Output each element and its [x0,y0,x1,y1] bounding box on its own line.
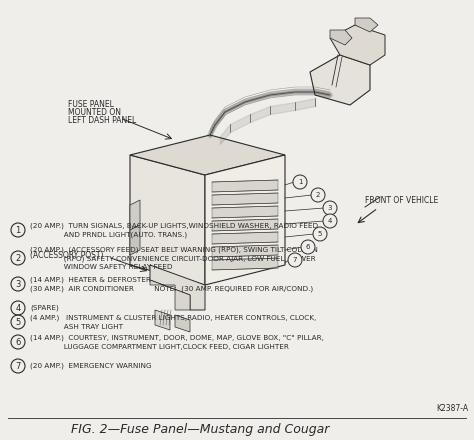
Text: 5: 5 [318,231,322,237]
Text: (20 AMP.)  TURN SIGNALS, BACK-UP LIGHTS,WINDSHIELD WASHER, RADIO FEED: (20 AMP.) TURN SIGNALS, BACK-UP LIGHTS,W… [30,223,318,229]
Polygon shape [212,193,278,205]
Polygon shape [155,310,170,330]
Text: LEFT DASH PANEL: LEFT DASH PANEL [68,116,136,125]
Polygon shape [212,180,278,192]
Circle shape [313,227,327,241]
Polygon shape [130,200,140,230]
Polygon shape [175,315,190,332]
Text: (SPARE): (SPARE) [30,305,59,311]
Polygon shape [212,232,278,244]
Circle shape [323,214,337,228]
Circle shape [301,240,315,254]
Text: 2: 2 [316,192,320,198]
Polygon shape [130,135,285,175]
Polygon shape [212,245,278,257]
Text: (20 AMP.)  (ACCESSORY FEED) SEAT BELT WARNING (RPO), SWING TILT COLUMN: (20 AMP.) (ACCESSORY FEED) SEAT BELT WAR… [30,247,318,253]
Text: FRONT OF VEHICLE: FRONT OF VEHICLE [365,195,438,205]
Circle shape [293,175,307,189]
Polygon shape [130,155,205,285]
Polygon shape [150,280,190,310]
Text: 6: 6 [306,244,310,250]
Text: 3: 3 [15,279,21,289]
Text: K2387-A: K2387-A [436,403,468,413]
Text: LUGGAGE COMPARTMENT LIGHT,CLOCK FEED, CIGAR LIGHTER: LUGGAGE COMPARTMENT LIGHT,CLOCK FEED, CI… [30,344,289,349]
Polygon shape [330,30,352,45]
Polygon shape [212,219,278,231]
Text: ASH TRAY LIGHT: ASH TRAY LIGHT [30,323,123,330]
Text: AND PRNDL LIGHT(AUTO. TRANS.): AND PRNDL LIGHT(AUTO. TRANS.) [30,231,187,238]
Circle shape [323,201,337,215]
Circle shape [288,253,302,267]
Polygon shape [150,265,205,310]
Text: 1: 1 [298,179,302,185]
Text: 4: 4 [15,304,21,312]
Text: 1: 1 [15,225,21,235]
Text: (RPO) SAFETY CONVENIENCE CIRCUIT-DOOR AJAR, LOW FUEL, POWER: (RPO) SAFETY CONVENIENCE CIRCUIT-DOOR AJ… [30,255,316,262]
Text: 5: 5 [15,318,21,326]
Text: FIG. 2—Fuse Panel—Mustang and Cougar: FIG. 2—Fuse Panel—Mustang and Cougar [71,422,329,436]
Text: (14 AMP.)  HEATER & DEFROSTER: (14 AMP.) HEATER & DEFROSTER [30,277,151,283]
Text: 7: 7 [293,257,297,263]
Text: 2: 2 [15,253,21,263]
Polygon shape [205,155,285,285]
Polygon shape [130,225,140,255]
Text: (20 AMP.)  EMERGENCY WARNING: (20 AMP.) EMERGENCY WARNING [30,363,152,369]
Polygon shape [212,258,278,270]
Text: MOUNTED ON: MOUNTED ON [68,108,121,117]
Text: FUSE PANEL: FUSE PANEL [68,100,114,109]
Text: 4: 4 [328,218,332,224]
Polygon shape [212,206,278,218]
Text: 6: 6 [15,337,21,347]
Text: (4 AMP.)   INSTRUMENT & CLUSTER LIGHTS,RADIO, HEATER CONTROLS, CLOCK,: (4 AMP.) INSTRUMENT & CLUSTER LIGHTS,RAD… [30,315,316,321]
Circle shape [311,188,325,202]
Text: (14 AMP.)  COURTESY, INSTRUMENT, DOOR, DOME, MAP, GLOVE BOX, "C" PILLAR,: (14 AMP.) COURTESY, INSTRUMENT, DOOR, DO… [30,335,324,341]
Text: (ACCESSORY POST): (ACCESSORY POST) [30,250,103,260]
Text: WINDOW SAFETY RELAY FEED: WINDOW SAFETY RELAY FEED [30,264,173,270]
Text: (30 AMP.)  AIR CONDITIONER         NOTE:  (30 AMP. REQUIRED FOR AIR/COND.): (30 AMP.) AIR CONDITIONER NOTE: (30 AMP.… [30,285,313,292]
Polygon shape [355,18,378,32]
Text: 3: 3 [328,205,332,211]
Polygon shape [330,25,385,65]
Polygon shape [310,55,370,105]
Text: 7: 7 [15,362,21,370]
